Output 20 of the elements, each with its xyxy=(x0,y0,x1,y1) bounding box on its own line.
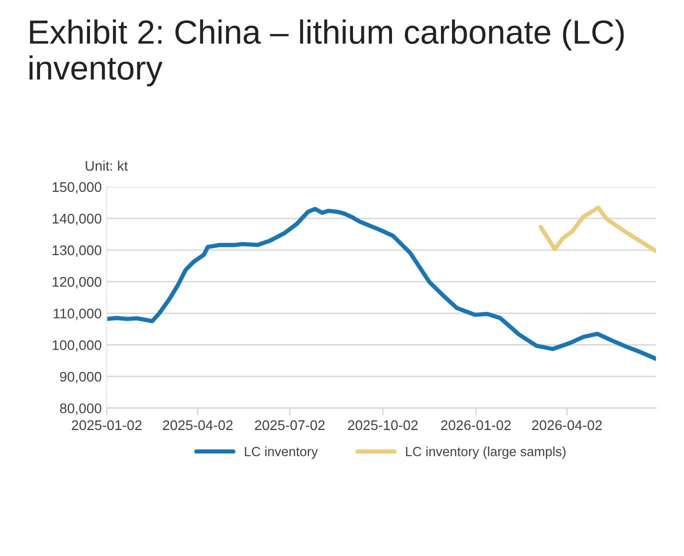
y-tick-label: 140,000 xyxy=(52,214,102,226)
x-tick-label: 2026-01-02 xyxy=(441,420,511,430)
y-tick-label: 90,000 xyxy=(60,372,102,384)
x-tick-label: 2025-10-02 xyxy=(348,420,418,430)
y-axis-title: Unit: kt xyxy=(86,160,128,171)
x-tick-label: 2025-01-02 xyxy=(72,420,142,430)
y-tick-label: 150,000 xyxy=(52,182,102,194)
y-tick-label: 130,000 xyxy=(52,245,102,257)
chart-title: Exhibit 2: China – lithium carbonate (LC) inventory xyxy=(30,19,624,86)
legend-label: LC inventory (large sampls) xyxy=(406,446,566,459)
y-tick-label: 100,000 xyxy=(52,340,102,352)
y-tick-label: 120,000 xyxy=(52,276,102,288)
x-tick-label: 2026-04-02 xyxy=(532,420,602,430)
x-tick-label: 2025-07-02 xyxy=(254,420,325,430)
y-tick-label: 80,000 xyxy=(60,403,102,415)
line-series xyxy=(538,206,656,254)
x-tick-label: 2025-04-02 xyxy=(162,420,233,430)
y-tick-label: 110,000 xyxy=(54,308,102,320)
line-series xyxy=(106,206,656,361)
legend-label: LC inventory xyxy=(244,446,318,459)
